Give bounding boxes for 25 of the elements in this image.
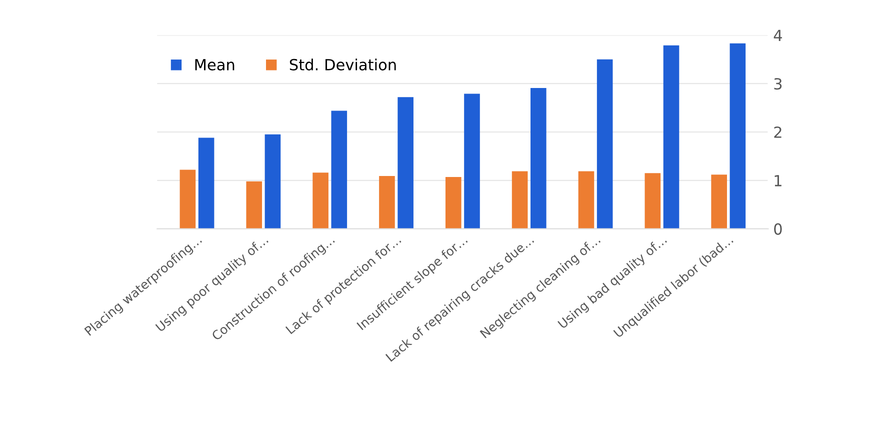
bar [445, 177, 462, 229]
bar [663, 45, 680, 229]
bar [331, 110, 348, 229]
bar [596, 59, 613, 229]
y-tick-label: 1 [774, 175, 782, 186]
y-tick-label: 4 [774, 30, 782, 42]
bar [730, 43, 746, 229]
bar [180, 170, 196, 229]
y-tick-label: 2 [774, 126, 782, 138]
bar [464, 94, 480, 229]
bar [578, 171, 594, 229]
legend-label: Std. Deviation [290, 58, 396, 70]
bar [398, 97, 414, 229]
bar [198, 138, 214, 229]
bar [246, 181, 262, 229]
y-tick-label: 3 [774, 78, 782, 90]
bar [379, 176, 395, 229]
bar [644, 173, 661, 229]
bar [312, 172, 328, 229]
bar [530, 88, 546, 229]
y-tick-label: 0 [774, 223, 782, 235]
bar [264, 134, 281, 229]
legend-label: Mean [195, 59, 234, 70]
bar [711, 174, 727, 229]
bar [512, 171, 528, 229]
